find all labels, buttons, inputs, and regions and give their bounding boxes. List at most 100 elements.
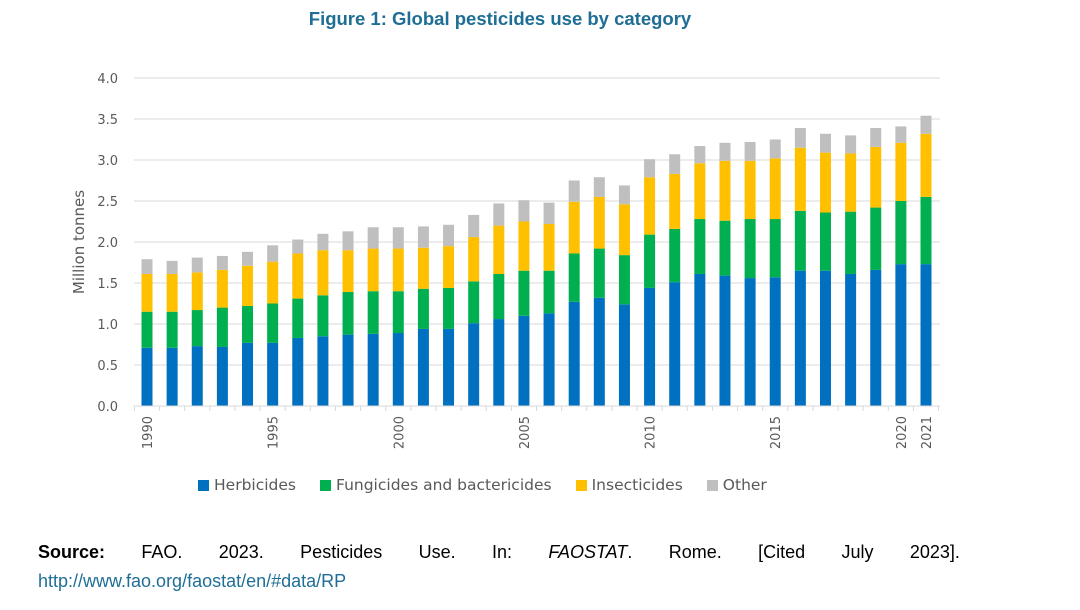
legend-swatch: [198, 479, 209, 491]
bar-fungicides-and-bactericides-2007: [568, 253, 580, 302]
bar-herbicides-2000: [392, 333, 404, 406]
bar-herbicides-1993: [216, 346, 228, 406]
bar-insecticides-2013: [719, 160, 731, 221]
bar-insecticides-2016: [794, 147, 806, 211]
bar-fungicides-and-bactericides-2003: [468, 281, 480, 324]
x-tick-label: 2000: [392, 416, 407, 449]
legend-swatch: [706, 479, 718, 491]
bar-fungicides-and-bactericides-1993: [216, 307, 228, 347]
bar-fungicides-and-bactericides-2010: [644, 234, 656, 288]
bar-other-1990: [141, 259, 153, 274]
bar-fungicides-and-bactericides-1995: [267, 303, 279, 343]
bar-other-2004: [493, 203, 505, 226]
legend-label: Other: [722, 476, 767, 494]
bar-herbicides-2009: [618, 304, 630, 406]
bar-stack-2013: [719, 142, 731, 406]
bar-fungicides-and-bactericides-1991: [166, 311, 178, 348]
bar-herbicides-2001: [417, 328, 429, 406]
bar-other-2014: [744, 141, 756, 161]
bar-insecticides-2000: [392, 248, 404, 292]
bar-insecticides-2017: [819, 152, 831, 213]
bar-fungicides-and-bactericides-2011: [669, 228, 681, 283]
bar-fungicides-and-bactericides-1997: [317, 295, 329, 337]
bar-fungicides-and-bactericides-1990: [141, 311, 153, 348]
bar-fungicides-and-bactericides-2019: [870, 207, 882, 270]
bar-herbicides-2008: [593, 297, 605, 406]
bar-insecticides-2020: [895, 142, 907, 201]
bar-insecticides-2003: [468, 237, 480, 282]
bar-herbicides-2017: [819, 270, 831, 406]
bar-fungicides-and-bactericides-2021: [920, 196, 932, 265]
bar-other-1999: [367, 227, 379, 249]
bar-insecticides-2011: [669, 173, 681, 229]
bar-other-2021: [920, 115, 932, 134]
y-tick-label: 3.5: [97, 113, 118, 128]
source-link[interactable]: http://www.fao.org/faostat/en/#data/RP: [38, 571, 347, 591]
bar-insecticides-1996: [292, 253, 304, 299]
bar-insecticides-1993: [216, 269, 228, 308]
bar-insecticides-2005: [518, 221, 530, 271]
bar-other-2010: [644, 159, 656, 178]
x-tick-label: 1990: [141, 416, 156, 449]
bar-stack-2016: [794, 128, 806, 406]
bar-other-1996: [292, 239, 304, 254]
bar-stack-2000: [392, 227, 404, 406]
source-rome: Rome.: [668, 542, 722, 562]
bar-herbicides-2011: [669, 282, 681, 406]
bar-other-2015: [769, 139, 781, 159]
bar-other-2016: [794, 128, 806, 148]
bar-other-2002: [443, 224, 455, 247]
bar-insecticides-2018: [845, 153, 857, 212]
bar-fungicides-and-bactericides-2009: [618, 255, 630, 305]
bar-stack-2002: [443, 224, 455, 406]
bar-fungicides-and-bactericides-1999: [367, 291, 379, 334]
source-year: 2023.: [218, 542, 264, 562]
bar-herbicides-2010: [644, 287, 656, 406]
bar-other-2017: [819, 133, 831, 153]
bar-other-2013: [719, 142, 731, 161]
bar-fungicides-and-bactericides-2016: [794, 210, 806, 271]
bar-stack-2001: [417, 226, 429, 406]
x-axis: 1990 1995 2000 2005 2010 2015 2020 2021: [133, 405, 940, 449]
bar-stack-1997: [317, 233, 329, 406]
bar-herbicides-2006: [543, 313, 555, 406]
bar-other-1991: [166, 260, 178, 274]
bar-insecticides-1990: [141, 273, 153, 312]
legend-label: Insecticides: [591, 476, 683, 494]
bar-herbicides-2007: [568, 301, 580, 406]
bar-herbicides-1996: [292, 337, 304, 406]
legend-swatch: [575, 479, 587, 491]
source-pesticides: Pesticides: [300, 542, 383, 562]
x-tick-label: 2020: [895, 416, 910, 449]
source-cited-year: 2023].: [909, 542, 960, 562]
y-axis-ticks: 0.0 0.5 1.0 1.5 2.0 2.5 3.0 3.5 4.0: [97, 72, 118, 415]
bar-other-1997: [317, 233, 329, 251]
bar-herbicides-2018: [845, 273, 857, 406]
x-tick-label: 2005: [518, 416, 533, 449]
bar-herbicides-1990: [141, 347, 153, 406]
bar-insecticides-2002: [443, 246, 455, 288]
bar-stack-1991: [166, 260, 178, 406]
x-tick-label: 2015: [769, 416, 784, 449]
bar-fungicides-and-bactericides-1996: [292, 298, 304, 338]
bar-herbicides-2019: [870, 269, 882, 406]
bar-stack-2012: [694, 146, 706, 406]
gridlines: [134, 77, 940, 407]
bar-stack-2005: [518, 200, 530, 406]
bar-insecticides-2001: [417, 247, 429, 289]
bars: [141, 115, 932, 406]
bar-fungicides-and-bactericides-2000: [392, 291, 404, 334]
bar-insecticides-2010: [644, 177, 656, 235]
bar-other-2003: [468, 214, 480, 238]
legend-item-other: Other: [706, 476, 767, 494]
bar-insecticides-2007: [568, 201, 580, 254]
bar-other-1993: [216, 255, 228, 270]
bar-stack-1990: [141, 259, 153, 406]
legend-item-insecticides: Insecticides: [575, 476, 683, 494]
bar-fungicides-and-bactericides-2015: [769, 219, 781, 278]
bar-fungicides-and-bactericides-2001: [417, 288, 429, 329]
bar-fungicides-and-bactericides-1994: [242, 305, 254, 343]
bar-stack-2009: [618, 185, 630, 406]
bar-stack-2007: [568, 180, 580, 406]
bar-herbicides-2003: [468, 323, 480, 406]
